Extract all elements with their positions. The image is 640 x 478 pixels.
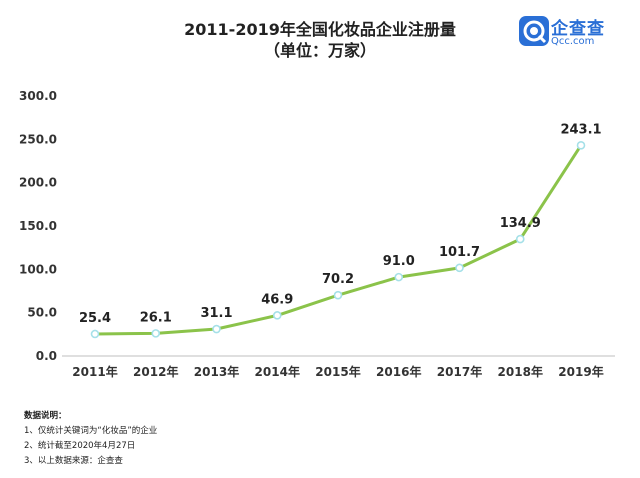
brand-name: 企查查 — [551, 19, 605, 39]
brand-domain: Qcc.com — [551, 36, 595, 47]
y-tick-label: 0.0 — [36, 349, 57, 363]
data-label: 134.9 — [500, 216, 541, 231]
data-label: 70.2 — [322, 272, 354, 287]
x-tick-label: 2011年 — [72, 364, 117, 379]
data-point — [272, 311, 282, 320]
data-point — [212, 324, 221, 334]
data-notes: 数据说明： 1、仅统计关键词为“化妆品”的企业 2、统计截至2020年4月27日… — [24, 409, 157, 469]
series-line — [94, 144, 583, 336]
note-item: 2、统计截至2020年4月27日 — [24, 441, 136, 451]
chart-title: 2011-2019年全国化妆品企业注册量 — [184, 20, 456, 39]
data-label: 25.4 — [79, 311, 111, 326]
x-tick-label: 2019年 — [558, 364, 603, 379]
data-point — [455, 263, 464, 273]
data-point — [333, 290, 343, 300]
data-label: 31.1 — [200, 306, 232, 321]
y-tick-label: 200.0 — [19, 176, 57, 190]
data-point — [151, 329, 161, 338]
x-tick-label: 2018年 — [498, 364, 543, 379]
line-chart: 0.0 50.0 100.0 150.0 200.0 250.0 300.0 2011年 20… — [19, 89, 615, 379]
x-tick-label: 2015年 — [315, 364, 360, 379]
x-tick-label: 2014年 — [255, 364, 300, 379]
y-tick-label: 100.0 — [19, 262, 57, 276]
notes-heading: 数据说明： — [24, 411, 67, 421]
x-tick-label: 2012年 — [133, 364, 178, 379]
note-item: 1、仅统计关键词为“化妆品”的企业 — [24, 426, 158, 436]
data-point — [394, 272, 404, 282]
data-label: 26.1 — [140, 310, 172, 325]
data-point — [576, 141, 586, 150]
x-tick-label: 2017年 — [437, 364, 482, 379]
data-point — [515, 234, 525, 244]
data-point — [90, 329, 100, 339]
note-item: 3、以上数据来源：企查查 — [24, 456, 123, 466]
data-label: 46.9 — [261, 292, 293, 307]
data-label: 91.0 — [383, 254, 415, 269]
chart-subtitle: （单位：万家） — [263, 41, 376, 60]
y-tick-label: 150.0 — [19, 219, 57, 233]
data-label: 243.1 — [560, 122, 601, 137]
x-tick-label: 2016年 — [376, 364, 421, 379]
x-tick-label: 2013年 — [194, 364, 239, 379]
y-tick-label: 300.0 — [19, 89, 57, 103]
y-tick-label: 50.0 — [27, 306, 57, 320]
qcc-logo-icon — [519, 16, 549, 46]
y-tick-label: 250.0 — [19, 132, 57, 146]
data-label: 101.7 — [439, 245, 480, 260]
